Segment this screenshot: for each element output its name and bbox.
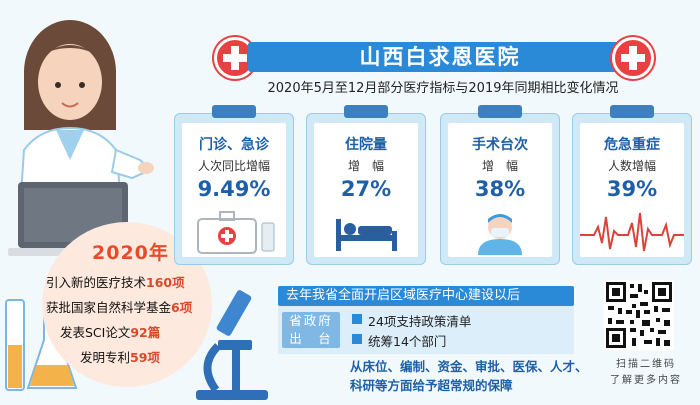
- stat-tech: 引入新的医疗技术160项: [46, 275, 185, 290]
- stat-patent: 发明专利59项: [80, 350, 160, 365]
- heartbeat-line-icon: [580, 212, 684, 252]
- card-title: 手术台次: [472, 137, 528, 153]
- microscope-icon: [196, 290, 268, 400]
- card-label: 人数增幅: [607, 159, 656, 173]
- indicator-card-critical: 危急重症 人数增幅 39%: [572, 105, 692, 265]
- bullet-icon: [352, 314, 362, 324]
- indicator-card-surgery: 手术台次 增 幅 38%: [440, 105, 560, 265]
- card-title: 住院量: [345, 137, 387, 153]
- policy-item: 24项支持政策清单: [368, 314, 472, 329]
- card-value: 39%: [606, 177, 658, 201]
- gov-label: 省政府 出 台: [282, 312, 340, 348]
- stat-fund: 获批国家自然科学基金6项: [46, 300, 193, 315]
- qr-code[interactable]: [604, 280, 674, 350]
- indicator-card-outpatient: 门诊、急诊 人次同比增幅 9.49%: [174, 105, 294, 265]
- policy-description: 从床位、编制、资金、审批、医保、人才、科研等方面给予超常规的保障: [350, 359, 588, 393]
- stat-sci: 发表SCI论文92篇: [60, 325, 161, 340]
- indicator-card-inpatient: 住院量 增 幅 27%: [306, 105, 426, 265]
- card-value: 38%: [474, 177, 526, 201]
- policy-item: 统筹14个部门: [368, 334, 447, 349]
- hospital-title: 山西白求恩医院: [248, 42, 632, 72]
- red-cross-icon-right: [612, 37, 654, 79]
- policy-heading: 去年我省全面开启区域医疗中心建设以后: [278, 286, 574, 306]
- card-title: 门诊、急诊: [199, 137, 269, 153]
- stats-year: 2020年: [92, 242, 169, 264]
- bullet-icon: [352, 334, 362, 344]
- card-value: 27%: [340, 177, 392, 201]
- card-label: 增 幅: [481, 159, 518, 173]
- card-title: 危急重症: [604, 137, 660, 153]
- page-subtitle: 2020年5月至12月部分医疗指标与2019年同期相比变化情况: [267, 81, 619, 96]
- medical-kit-icon: [197, 211, 275, 254]
- card-value: 9.49%: [197, 177, 271, 201]
- surgeon-icon: [478, 214, 522, 255]
- card-label: 人次同比增幅: [197, 159, 270, 173]
- qr-caption: 扫描二维码 了解更多内容: [610, 359, 682, 386]
- hospital-bed-icon: [336, 219, 397, 251]
- card-label: 增 幅: [347, 159, 384, 173]
